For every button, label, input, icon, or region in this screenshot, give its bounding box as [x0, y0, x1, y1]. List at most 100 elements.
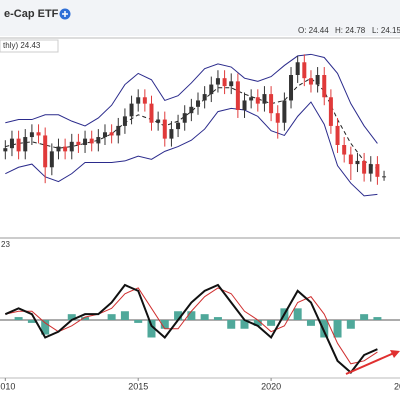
candle-body	[255, 97, 260, 104]
histogram-bar	[253, 320, 262, 326]
histogram-bar	[240, 320, 249, 329]
histogram-bar	[134, 320, 143, 323]
histogram-bar	[81, 317, 90, 320]
candle-body	[362, 160, 367, 174]
x-tick-label: 2010	[0, 381, 15, 391]
candle-body	[328, 97, 333, 126]
candle-body	[116, 125, 121, 136]
histogram-bar	[227, 320, 236, 329]
candle-body	[368, 164, 373, 174]
histogram-bar	[200, 314, 209, 320]
candle-body	[142, 97, 147, 104]
candle-body	[89, 138, 94, 144]
chart-title: e-Cap ETF	[4, 8, 59, 20]
candle-body	[149, 103, 154, 123]
lower-band	[5, 101, 378, 197]
price-label: thly) 24.43	[3, 41, 41, 50]
candle-body	[335, 125, 340, 145]
candle-body	[162, 119, 167, 139]
candle-body	[96, 137, 101, 144]
candle-body	[16, 138, 21, 152]
histogram-bar	[373, 317, 382, 320]
candle-body	[282, 100, 287, 123]
candle-body	[43, 135, 48, 168]
candle-body	[9, 138, 14, 149]
candle-body	[3, 148, 8, 152]
candle-body	[202, 94, 207, 101]
candle-body	[189, 106, 194, 114]
histogram-bar	[147, 320, 156, 338]
candle-body	[196, 100, 201, 107]
candle-body	[182, 113, 187, 123]
histogram-bar	[267, 320, 276, 326]
candle-body	[295, 62, 300, 75]
histogram-bar	[41, 320, 50, 335]
candle-body	[209, 84, 214, 95]
add-icon-plus	[62, 11, 68, 17]
candle-body	[229, 81, 234, 87]
candle-body	[275, 113, 280, 123]
candle-body	[122, 116, 127, 126]
histogram-bar	[320, 320, 329, 338]
candle-body	[242, 100, 247, 110]
candle-body	[109, 132, 114, 136]
candle-body	[355, 160, 360, 165]
upper-band	[5, 53, 378, 144]
histogram-bar	[333, 320, 342, 338]
histogram-bar	[160, 320, 169, 329]
candle-body	[289, 75, 294, 101]
histogram-bar	[107, 314, 116, 320]
x-tick-label: 2015	[128, 381, 148, 391]
candle-body	[249, 97, 254, 101]
ohlc-open: O: 24.44	[298, 26, 329, 35]
x-tick-label: 2025	[394, 381, 400, 391]
candle-body	[56, 146, 61, 152]
candle-body	[176, 122, 181, 130]
candle-body	[235, 81, 240, 110]
signal-line	[5, 287, 378, 365]
candle-body	[36, 132, 41, 136]
histogram-bar	[213, 317, 222, 320]
candle-body	[69, 141, 74, 152]
indicator-label: 23	[1, 240, 10, 249]
candle-body	[83, 138, 88, 145]
candle-body	[215, 78, 220, 85]
candle-body	[23, 137, 28, 152]
candle-body	[269, 94, 274, 114]
histogram-bar	[187, 311, 196, 320]
candle-body	[49, 151, 54, 168]
histogram-bar	[27, 320, 36, 323]
histogram-bar	[293, 308, 302, 320]
price-label-box	[0, 39, 59, 53]
candle-body	[63, 146, 68, 152]
histogram-bar	[306, 320, 315, 326]
candle-body	[348, 154, 353, 165]
candle-body	[29, 132, 34, 138]
annotation-arrowhead	[390, 350, 400, 358]
macd-line	[4, 283, 378, 374]
candle-body	[322, 75, 327, 98]
candle-body	[375, 164, 380, 177]
candle-body	[169, 129, 174, 139]
candle-body	[342, 145, 347, 155]
ohlc-high: H: 24.78	[335, 26, 366, 35]
x-tick-label: 2020	[261, 381, 281, 391]
candle-body	[315, 75, 320, 85]
annotation-arrow	[345, 352, 395, 375]
candle-body	[129, 103, 134, 117]
histogram-bar	[360, 314, 369, 320]
histogram-bar	[14, 317, 23, 320]
candle-body	[382, 176, 387, 178]
candle-body	[156, 119, 161, 123]
histogram-bar	[174, 311, 183, 320]
histogram-bar	[346, 320, 355, 329]
histogram-bar	[120, 311, 129, 320]
candle-body	[302, 62, 307, 79]
candle-body	[76, 141, 81, 145]
candle-body	[136, 97, 141, 104]
candle-body	[222, 78, 227, 87]
middle-band	[5, 77, 378, 170]
ohlc-low: L: 24.15	[372, 26, 400, 35]
